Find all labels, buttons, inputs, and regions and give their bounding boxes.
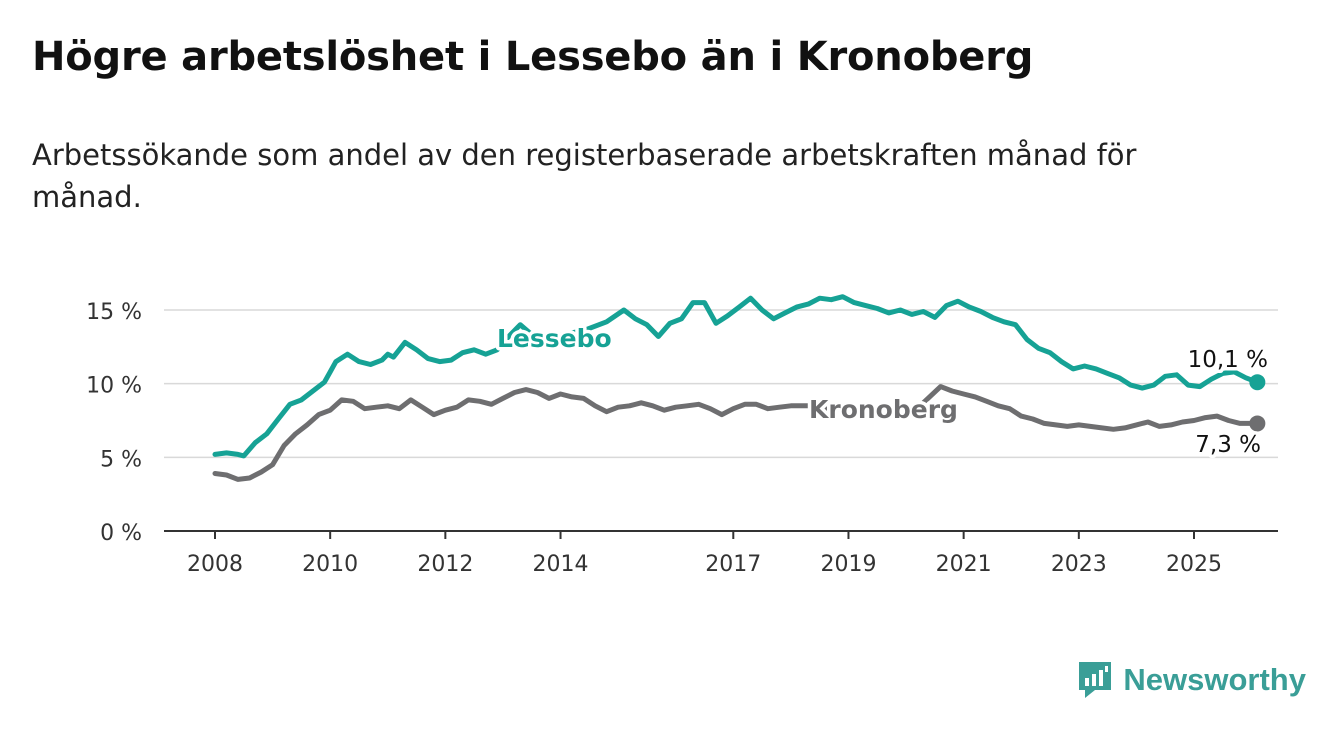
y-tick-label: 15 % <box>86 300 142 325</box>
x-tick-label: 2008 <box>187 552 243 577</box>
y-tick-label: 0 % <box>100 521 142 546</box>
x-tick-label: 2014 <box>533 552 589 577</box>
chart-subtitle: Arbetssökande som andel av den registerb… <box>32 138 1137 214</box>
end-label-lessebo-halo: 10,1 % <box>1188 347 1268 373</box>
x-tick-label: 2023 <box>1051 552 1107 577</box>
series-label-kronoberg: Kronoberg <box>809 395 958 424</box>
newsworthy-brand: Newsworthy <box>1077 660 1306 700</box>
y-tick-label: 10 % <box>86 374 142 399</box>
newsworthy-logo-icon <box>1079 662 1112 698</box>
series-label-kronoberg-halo: Kronoberg <box>809 395 958 424</box>
end-point-kronoberg <box>1249 415 1266 432</box>
x-tick-label: 2025 <box>1166 552 1222 577</box>
end-label-lessebo: 10,1 % <box>1188 347 1268 373</box>
end-label-kronoberg: 7,3 % <box>1195 432 1261 458</box>
x-tick-label: 2012 <box>417 552 473 577</box>
series-line-kronoberg <box>212 384 1260 482</box>
series-lines <box>212 294 1266 482</box>
x-axis: 2008 2010 2012 2014 2017 2019 2021 2023 2025 <box>164 530 1278 577</box>
brand-name: Newsworthy <box>1123 662 1306 697</box>
x-tick-label: 2017 <box>705 552 761 577</box>
x-tick-label: 2019 <box>820 552 876 577</box>
y-axis: 0 % 5 % 10 % 15 % <box>86 300 142 546</box>
gridlines <box>164 309 1278 459</box>
y-tick-label: 5 % <box>100 447 142 472</box>
series-line-lessebo <box>212 294 1260 459</box>
x-tick-label: 2021 <box>936 552 992 577</box>
series-label-lessebo-halo: Lessebo <box>497 324 612 353</box>
end-point-lessebo <box>1249 374 1266 391</box>
end-label-kronoberg-halo: 7,3 % <box>1195 432 1261 458</box>
chart-title: Högre arbetslöshet i Lessebo än i Kronob… <box>32 34 1034 80</box>
x-tick-label: 2010 <box>302 552 358 577</box>
series-label-lessebo: Lessebo <box>497 324 612 353</box>
